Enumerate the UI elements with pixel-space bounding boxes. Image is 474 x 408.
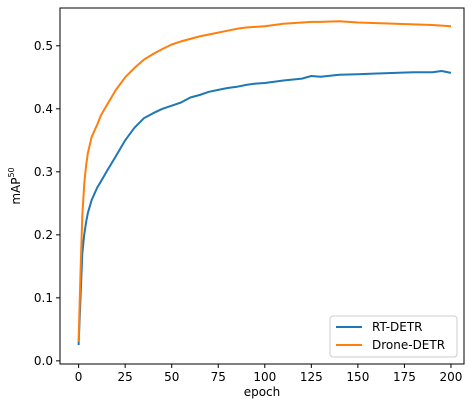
x-tick-label: 125 <box>300 370 323 384</box>
x-tick-label: 200 <box>440 370 463 384</box>
x-tick-label: 25 <box>118 370 133 384</box>
x-tick-label: 0 <box>75 370 83 384</box>
y-axis-label-main: mAP <box>9 178 23 205</box>
x-tick-label: 175 <box>393 370 416 384</box>
legend-label-rt-detr: RT-DETR <box>372 320 423 334</box>
series-line-rt-detr <box>77 70 452 346</box>
y-tick-label: 0.5 <box>34 39 53 53</box>
legend-label-drone-detr: Drone-DETR <box>372 338 445 352</box>
y-tick-label: 0.3 <box>34 165 53 179</box>
y-tick-label: 0.0 <box>34 354 53 368</box>
x-tick-label: 75 <box>211 370 226 384</box>
x-tick-label: 150 <box>346 370 369 384</box>
x-axis-label: epoch <box>244 385 281 399</box>
y-tick-label: 0.2 <box>34 228 53 242</box>
x-tick-label: 100 <box>253 370 276 384</box>
y-axis-label: mAP50 <box>7 167 23 204</box>
y-ticks: 0.0 0.1 0.2 0.3 0.4 0.5 <box>34 39 60 368</box>
plot-area <box>59 7 465 365</box>
x-tick-label: 50 <box>164 370 179 384</box>
y-tick-label: 0.4 <box>34 102 53 116</box>
y-tick-label: 0.1 <box>34 291 53 305</box>
series-lines <box>77 20 452 346</box>
y-axis-label-superscript: 50 <box>7 167 16 177</box>
legend: RT-DETR Drone-DETR <box>329 315 458 358</box>
x-ticks: 0 25 50 75 100 125 150 175 200 <box>75 364 463 384</box>
series-line-drone-detr <box>77 20 452 342</box>
